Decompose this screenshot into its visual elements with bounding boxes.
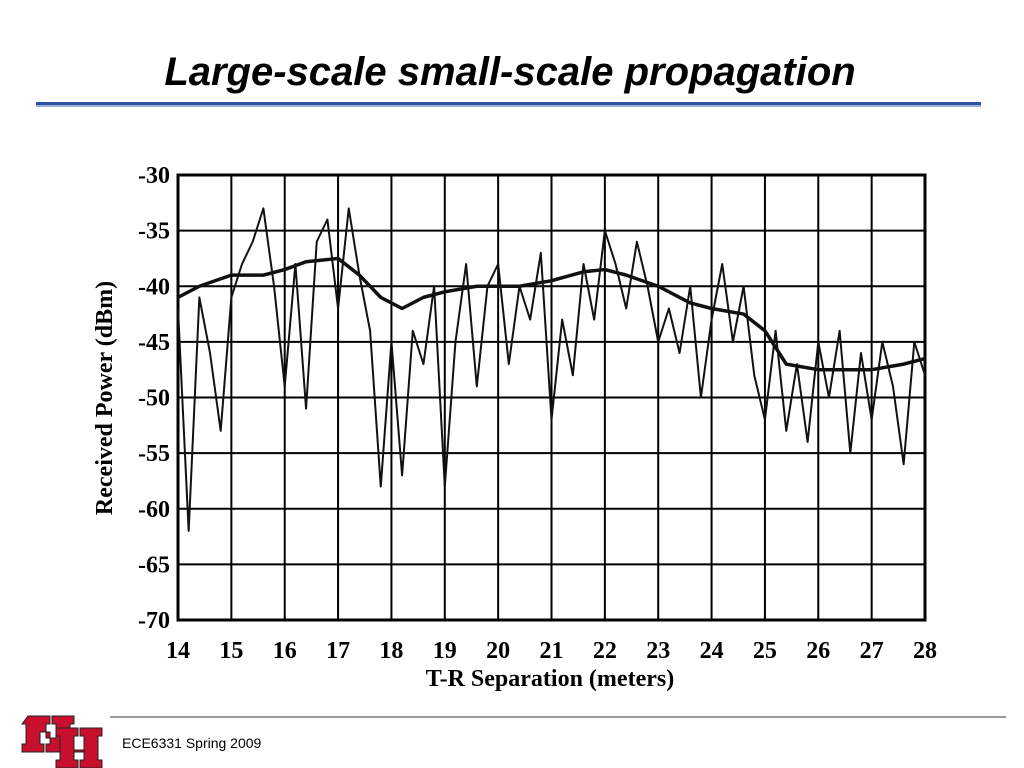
slide-title: Large-scale small-scale propagation [164,50,855,94]
x-tick-label: 23 [646,638,670,664]
title-rule-shadow [36,105,981,107]
footer-rule [110,716,1006,718]
footer-text: ECE6331 Spring 2009 [122,735,262,751]
x-axis-label: T-R Separation (meters) [426,666,674,692]
y-tick-label: -40 [138,274,170,300]
x-tick-label: 18 [379,638,403,664]
y-tick-label: -45 [138,330,170,356]
x-tick-label: 25 [753,638,777,664]
x-tick-label: 26 [806,638,830,664]
y-tick-label: -50 [138,386,170,412]
y-tick-label: -70 [138,608,170,634]
y-tick-label: -55 [138,441,170,467]
y-axis-label: Received Power (dBm) [92,281,118,515]
x-tick-label: 19 [433,638,457,664]
data-line [177,207,926,532]
x-tick-label: 16 [273,638,297,664]
x-tick-label: 22 [593,638,617,664]
x-tick-label: 15 [219,638,243,664]
y-tick-label: -65 [138,552,170,578]
x-tick-label: 21 [540,638,564,664]
x-tick-label: 20 [486,638,510,664]
data-line [177,256,926,372]
x-tick-label: 24 [700,638,724,664]
x-tick-label: 14 [166,638,190,664]
x-tick-label: 27 [860,638,884,664]
x-tick-label: 17 [326,638,350,664]
x-tick-label: 28 [913,638,937,664]
logo [21,715,103,768]
y-tick-label: -30 [138,163,170,189]
y-tick-label: -35 [138,219,170,245]
title-rule [36,102,981,105]
y-tick-label: -60 [138,497,170,523]
